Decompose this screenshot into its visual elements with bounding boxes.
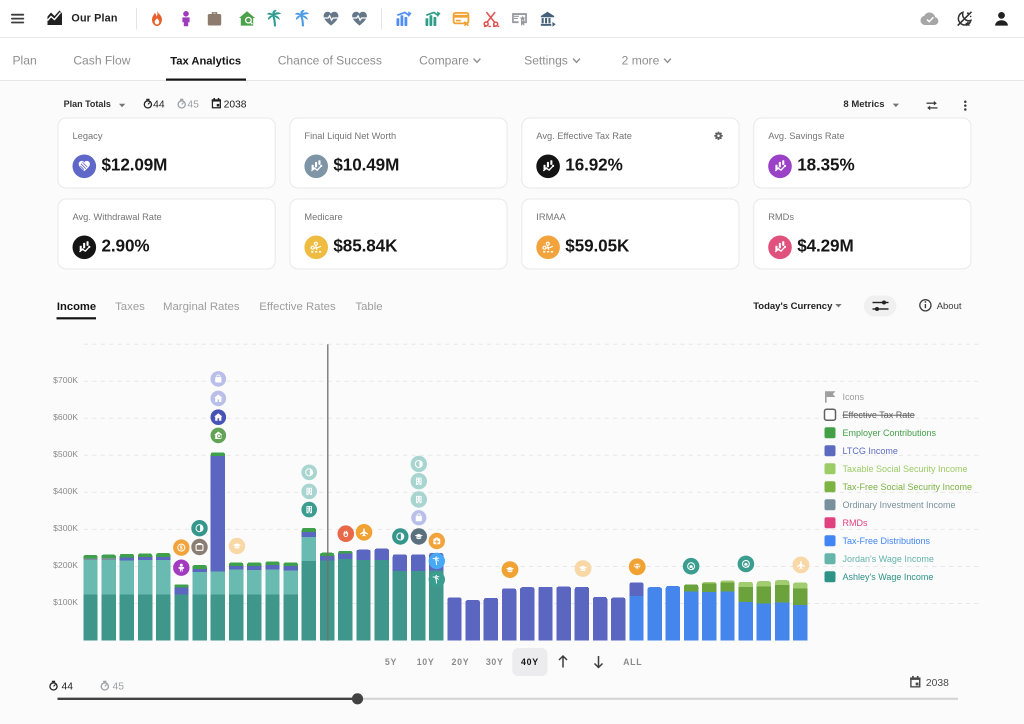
svg-text:Legacy: Legacy — [73, 131, 103, 141]
svg-text:20Y: 20Y — [452, 657, 470, 667]
svg-text:45: 45 — [187, 99, 199, 110]
svg-text:$59.05K: $59.05K — [565, 236, 630, 255]
svg-text:Ordinary Investment Income: Ordinary Investment Income — [843, 500, 956, 510]
svg-text:RMDs: RMDs — [843, 518, 868, 528]
svg-text:$700K: $700K — [53, 375, 78, 385]
svg-text:Avg. Effective Tax Rate: Avg. Effective Tax Rate — [536, 131, 632, 141]
svg-text:Taxes: Taxes — [115, 301, 145, 313]
svg-text:ALL: ALL — [623, 657, 642, 667]
svg-text:Plan: Plan — [12, 53, 36, 67]
svg-text:18.35%: 18.35% — [797, 155, 854, 174]
svg-text:$4.29M: $4.29M — [797, 236, 853, 255]
svg-text:$400K: $400K — [53, 486, 78, 496]
svg-text:Effective Tax Rate: Effective Tax Rate — [843, 410, 915, 420]
svg-text:$10.49M: $10.49M — [333, 155, 399, 174]
svg-text:16.92%: 16.92% — [565, 155, 622, 174]
svg-text:Icons: Icons — [843, 392, 865, 402]
svg-text:$200K: $200K — [53, 560, 78, 570]
svg-text:Marginal Rates: Marginal Rates — [163, 301, 240, 313]
svg-text:Avg. Withdrawal Rate: Avg. Withdrawal Rate — [73, 212, 162, 222]
svg-text:$100K: $100K — [53, 597, 78, 607]
svg-text:Employer Contributions: Employer Contributions — [843, 428, 937, 438]
svg-text:Tax Analytics: Tax Analytics — [170, 55, 241, 67]
svg-text:44: 44 — [62, 681, 74, 692]
svg-text:2.90%: 2.90% — [102, 236, 150, 255]
svg-text:Tax-Free Social Security Incom: Tax-Free Social Security Income — [843, 482, 973, 492]
svg-text:Today's Currency: Today's Currency — [753, 301, 833, 312]
svg-text:30Y: 30Y — [486, 657, 504, 667]
svg-text:Medicare: Medicare — [304, 212, 342, 222]
svg-text:$300K: $300K — [53, 523, 78, 533]
svg-text:$85.84K: $85.84K — [333, 236, 398, 255]
svg-text:Income: Income — [57, 301, 96, 313]
svg-text:2 more: 2 more — [622, 53, 660, 67]
svg-text:Plan Totals: Plan Totals — [64, 99, 111, 109]
svg-text:About: About — [937, 301, 962, 312]
svg-text:2038: 2038 — [926, 678, 949, 689]
svg-text:Table: Table — [355, 301, 382, 313]
svg-text:Ashley's Wage Income: Ashley's Wage Income — [843, 572, 934, 582]
svg-text:Compare: Compare — [419, 53, 469, 67]
svg-text:45: 45 — [113, 681, 125, 692]
svg-text:Settings: Settings — [524, 53, 568, 67]
svg-text:IRMAA: IRMAA — [536, 212, 566, 222]
svg-text:$600K: $600K — [53, 412, 78, 422]
svg-text:8 Metrics: 8 Metrics — [843, 99, 884, 110]
svg-text:Avg. Savings Rate: Avg. Savings Rate — [768, 131, 844, 141]
svg-text:Effective Rates: Effective Rates — [259, 301, 336, 313]
svg-text:Chance of Success: Chance of Success — [278, 53, 382, 67]
svg-text:$: $ — [180, 545, 183, 551]
svg-text:10Y: 10Y — [417, 657, 435, 667]
svg-text:5Y: 5Y — [385, 657, 397, 667]
svg-text:RMDs: RMDs — [768, 212, 794, 222]
svg-text:Final Liquid Net Worth: Final Liquid Net Worth — [304, 131, 396, 141]
svg-text:Jordan's Wage Income: Jordan's Wage Income — [843, 554, 934, 564]
svg-text:Cash Flow: Cash Flow — [73, 53, 130, 67]
svg-text:40Y: 40Y — [521, 657, 539, 667]
svg-text:Our Plan: Our Plan — [71, 13, 117, 25]
svg-text:$500K: $500K — [53, 449, 78, 459]
svg-text:Taxable Social Security Income: Taxable Social Security Income — [843, 464, 968, 474]
svg-text:$12.09M: $12.09M — [102, 155, 168, 174]
svg-text:Tax-Free Distributions: Tax-Free Distributions — [843, 536, 931, 546]
svg-text:LTCG Income: LTCG Income — [843, 446, 898, 456]
svg-text:2038: 2038 — [224, 99, 247, 110]
svg-text:44: 44 — [153, 99, 165, 110]
